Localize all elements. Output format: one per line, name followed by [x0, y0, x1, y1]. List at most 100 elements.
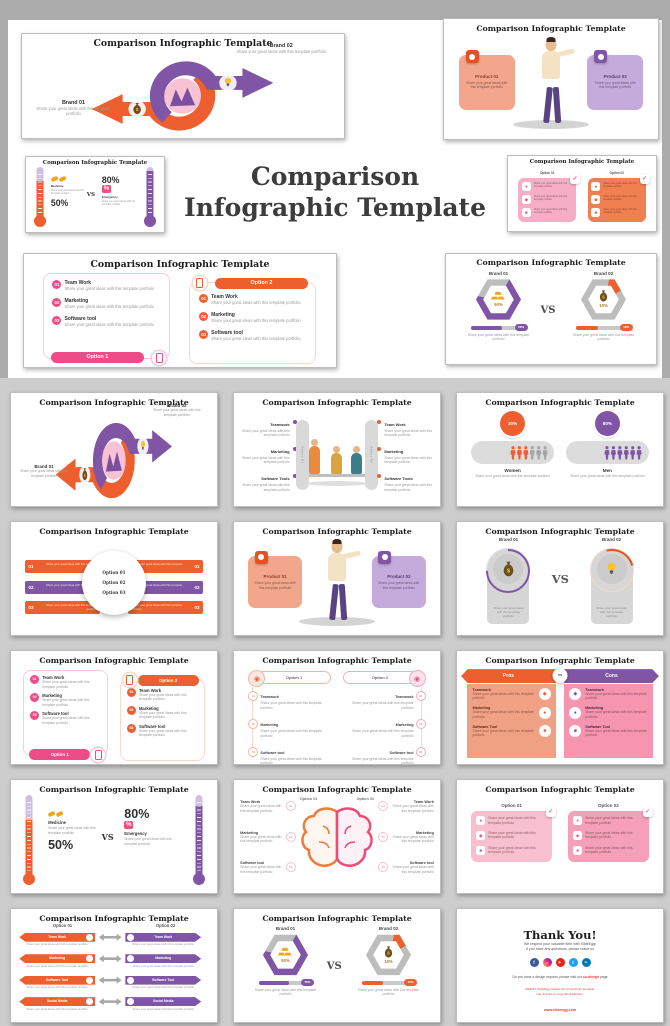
youtube-icon[interactable]: ▶: [555, 958, 565, 968]
capsule-label: Option 02: [369, 446, 374, 464]
women-column: 30% Women Share your great ideas with th…: [471, 411, 554, 478]
item-desc: Share your great ideas with this templat…: [132, 1007, 194, 1011]
right-item: Software Tools Share your great ideas wit…: [377, 472, 433, 492]
progress-pill: 50%: [514, 324, 528, 331]
item-label: Teamwork: [472, 687, 491, 692]
option2-box: ✓ ● Share your great ideas with this temp…: [587, 174, 650, 223]
brand1-label: Brand 01: [61, 99, 86, 106]
option2-item-desc: Share your great ideas with this templat…: [603, 195, 637, 202]
check-icon: ✓: [570, 174, 581, 184]
option1-list-box: 01 Team Work Share your great ideas with t…: [23, 670, 108, 762]
item-label: Team Work: [384, 421, 406, 427]
slide-thumb-hexagons[interactable]: Comparison Infographic Template Brand 01…: [233, 908, 441, 1023]
item-desc: Share your great ideas with this templat…: [585, 710, 647, 719]
item-desc: Share your great ideas with this templat…: [211, 300, 301, 306]
slide-thumb-capsules[interactable]: Comparison Infographic Template Brand 01…: [456, 521, 664, 636]
item-number: 04: [378, 801, 389, 812]
bar-number: 01: [28, 564, 34, 570]
hexagon-ring: 10%: [580, 279, 627, 320]
slide-title: Comparison Infographic Template: [93, 38, 273, 50]
item-label: Social Media: [46, 999, 68, 1004]
item-desc: Share your great ideas with this templat…: [42, 698, 90, 707]
emergency-block: 80% % Emergency Share your great ideas w…: [101, 175, 139, 206]
compare-row: Team Work 01 Share your great ideas with t…: [19, 932, 209, 947]
page-title-line2: Infographic Template: [184, 193, 486, 223]
item-desc: Share your great ideas with this templat…: [42, 716, 90, 725]
item-desc: Share your great ideas with this templat…: [64, 321, 154, 327]
twitter-icon[interactable]: t: [568, 958, 578, 968]
item-desc: Share your great ideas with this templat…: [472, 728, 534, 737]
slide-title: Comparison Infographic Template: [39, 784, 189, 794]
item-label: Marketing: [395, 723, 414, 728]
slide-thumb-thermometer[interactable]: Comparison Infographic Template Medicine…: [10, 779, 218, 894]
slide-thumb-timeline[interactable]: Comparison Infographic Template ◉ Option …: [233, 650, 441, 765]
item-label: Teamwork: [260, 695, 279, 700]
item-desc: Share your great ideas with this templat…: [472, 710, 534, 719]
check-icon: ✓: [642, 806, 653, 817]
slide-title: Comparison Infographic Template: [39, 655, 189, 665]
thank-you-line1: We respect your valuable time with Slide…: [523, 941, 597, 946]
slide-thumb-products[interactable]: Comparison Infographic Template Product …: [233, 521, 441, 636]
brand1-desc: Share your great ideas with this templat…: [493, 606, 524, 618]
emergency-percent: 80%: [124, 807, 150, 822]
first-aid-icon: %: [101, 185, 111, 193]
capsule-label: Option 01: [300, 446, 305, 464]
slide-thumb-arrows-hero[interactable]: Comparison Infographic Template Brand 01…: [21, 33, 345, 139]
option1-header: Option 01: [52, 922, 73, 928]
bullet-icon: ●: [573, 816, 583, 826]
product1-label: Product 01: [263, 574, 287, 580]
slide-title: Comparison Infographic Template: [476, 258, 626, 268]
slide-thumb-options-hero[interactable]: Comparison Infographic Template Option 0…: [507, 155, 657, 232]
vs-label: VS: [326, 960, 342, 972]
slide-thumb-thermometer-hero[interactable]: Comparison Infographic Template Medicine…: [25, 156, 165, 233]
men-percent: 80%: [594, 411, 620, 437]
option2-pill: Option 2: [137, 675, 199, 687]
page-title-line1: Comparison: [250, 162, 420, 191]
slide-thumb-brain[interactable]: Comparison Infographic Template Option 0…: [233, 779, 441, 894]
linkedin-icon[interactable]: in: [581, 958, 591, 968]
slide-thumb-arrows[interactable]: Comparison Infographic Template Brand 01…: [10, 392, 218, 507]
slide-thumb-arrow-list[interactable]: Comparison Infographic Template Option 0…: [10, 908, 218, 1023]
item-label: Software Tools: [384, 476, 413, 482]
item-desc: Share your great ideas with this templat…: [585, 691, 647, 701]
brand2-desc: Share your great ideas with this templat…: [596, 606, 627, 618]
slide-thumb-lists-hero[interactable]: Comparison Infographic Template 01 Team W…: [23, 253, 337, 368]
slide-thumb-products-hero[interactable]: Comparison Infographic Template Product …: [443, 18, 659, 140]
emergency-desc: Share your great ideas with this templat…: [124, 837, 172, 846]
slide-thumb-men-women[interactable]: Comparison Infographic Template 30% Wome…: [456, 392, 664, 507]
thermometer-right: [192, 794, 205, 886]
website-link[interactable]: www.slideegg.com: [543, 1007, 577, 1012]
slide-thumb-bars[interactable]: Comparison Infographic Template 01 Share …: [10, 521, 218, 636]
slide-thumb-teamwork[interactable]: Comparison Infographic Template Teamwork…: [233, 392, 441, 507]
facebook-icon[interactable]: f: [529, 958, 539, 968]
request-link[interactable]: co-design: [582, 975, 599, 980]
slide-thumb-pros-cons[interactable]: Comparison Infographic Template Pros vs …: [456, 650, 664, 765]
progress-pill: 10%: [404, 979, 418, 987]
bullet-icon: ■: [476, 845, 486, 855]
item-label: Team Work: [64, 280, 92, 287]
slide-thumb-lists[interactable]: Comparison Infographic Template 01 Team W…: [10, 650, 218, 765]
slide-title: Comparison Infographic Template: [39, 526, 189, 536]
slide-title: Comparison Infographic Template: [485, 526, 635, 536]
item-number: 02: [415, 719, 426, 730]
item-desc: Share your great ideas with this templat…: [242, 428, 290, 438]
item-desc: Share your great ideas with this templat…: [26, 986, 88, 990]
brand1-label: Brand 01: [34, 464, 54, 470]
left-item: Software tool Share your great ideas with…: [240, 861, 296, 874]
item-number: 01: [52, 280, 62, 290]
bullet-icon: ■: [573, 845, 583, 855]
double-arrow-icon: [98, 955, 122, 963]
slide-thumb-options-pink[interactable]: Comparison Infographic Template Option 0…: [456, 779, 664, 894]
option2-item-desc: Share your great ideas with this templat…: [585, 830, 633, 840]
option2-list-box: Option 2 01 Team Work Share your great ide…: [120, 673, 205, 762]
slide-thumb-thank-you[interactable]: Thank You! We respect your valuable time…: [456, 908, 664, 1023]
meeting-illustration: [305, 429, 369, 486]
item-number: 03: [52, 315, 62, 325]
product1-box: Product 01 Share your great ideas with th…: [248, 550, 302, 608]
medicine-percent: 50%: [50, 198, 69, 209]
instagram-icon[interactable]: ○: [542, 958, 552, 968]
brand1-desc: Share your great ideas with this templat…: [254, 987, 317, 997]
slide-thumb-hexagons-hero[interactable]: Comparison Infographic Template Brand 01…: [445, 253, 657, 365]
option2-banner: Option 2: [343, 671, 417, 685]
bullet-icon: ■: [591, 208, 601, 218]
